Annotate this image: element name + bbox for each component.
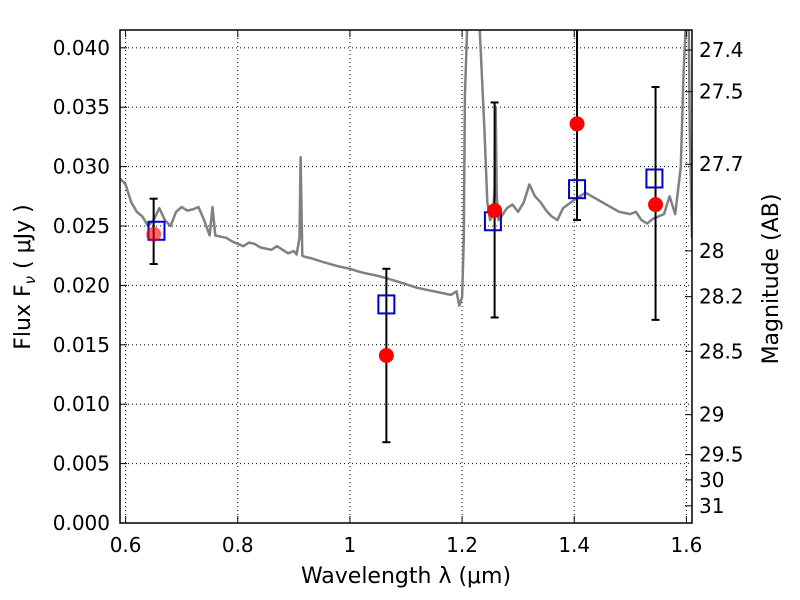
- y-axis-label: Flux Fν ( μJy ): [11, 204, 39, 349]
- y-axis-label-sub: ν: [21, 276, 39, 284]
- y-tick-label: 0.000: [53, 511, 110, 535]
- y-tick-label: 0.030: [53, 155, 110, 179]
- x-tick-label: 0.8: [222, 533, 254, 557]
- right-tick-label: 27.7: [699, 152, 744, 176]
- plot-frame: [119, 29, 693, 524]
- y-axis-label-main: Flux F: [11, 284, 36, 349]
- right-tick-label: 30: [699, 468, 724, 492]
- y-tick-label: 0.035: [53, 95, 110, 119]
- right-tick-label: 27.4: [699, 38, 744, 62]
- model-square-marker: [645, 168, 664, 189]
- x-tick-label: 1: [344, 533, 357, 557]
- right-tick-label: 29: [699, 403, 724, 427]
- y-tick-label: 0.005: [53, 452, 110, 476]
- axes: 0.6 0.8 1 1.2 1.4 1.6 0.000 0.005 0.010 0.015 0.02…: [53, 30, 744, 557]
- grid-lines: [120, 30, 692, 524]
- right-axis-label: Magnitude (AB): [759, 194, 784, 365]
- y-tick-label: 0.020: [53, 273, 110, 297]
- y-axis-label-unit: ( μJy ): [11, 204, 36, 276]
- x-tick-label: 0.6: [110, 533, 142, 557]
- right-tick-label: 28.5: [699, 339, 744, 363]
- x-axis-label: Wavelength λ (μm): [301, 564, 511, 589]
- x-tick-label: 1.4: [558, 533, 590, 557]
- y-tick-label: 0.025: [53, 214, 110, 238]
- flux-point: [648, 197, 664, 213]
- y-tick-label: 0.040: [53, 36, 110, 60]
- y-tick-label: 0.010: [53, 392, 110, 416]
- right-tick-label: 27.5: [699, 80, 744, 104]
- right-tick-label: 29.5: [699, 443, 744, 467]
- right-tick-label: 28.2: [699, 285, 744, 309]
- y-tick-label: 0.015: [53, 333, 110, 357]
- plot-area: [120, 30, 692, 444]
- flux-point: [569, 116, 585, 132]
- x-tick-label: 1.6: [670, 533, 702, 557]
- flux-point: [146, 226, 162, 242]
- model-square-marker: [377, 294, 396, 315]
- spectrum-line: [120, 30, 692, 307]
- right-tick-label: 28: [699, 239, 724, 263]
- right-tick-label: 31: [699, 494, 724, 518]
- flux-point: [378, 347, 394, 363]
- flux-point: [487, 203, 503, 219]
- x-tick-label: 1.2: [446, 533, 478, 557]
- model-square-marker: [568, 179, 587, 200]
